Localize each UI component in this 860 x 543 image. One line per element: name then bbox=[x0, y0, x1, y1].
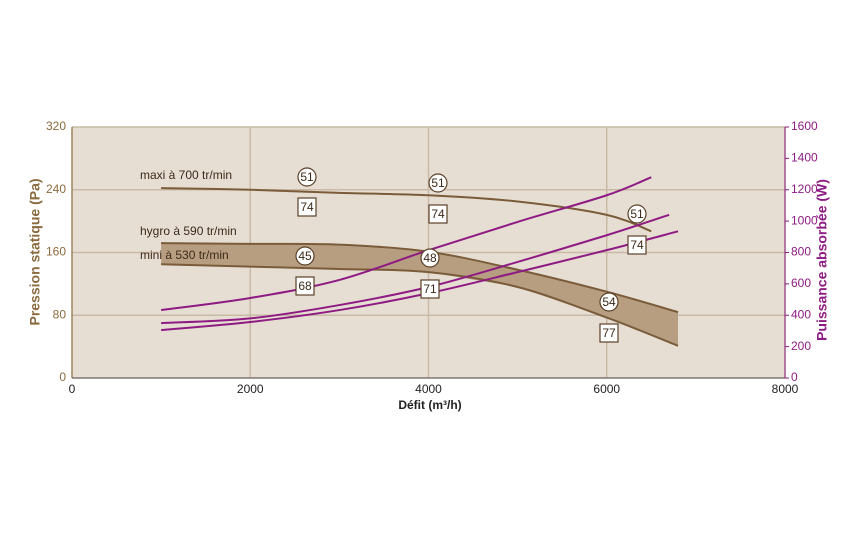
annotation-circle bbox=[297, 167, 317, 187]
y2-tick-label: 800 bbox=[791, 245, 811, 259]
annotation-circle bbox=[295, 246, 315, 266]
series-label: mini à 530 tr/min bbox=[140, 248, 229, 262]
annotation-text: 51 bbox=[300, 170, 314, 184]
annotation-text: 68 bbox=[298, 279, 312, 293]
series-label: maxi à 700 tr/min bbox=[140, 168, 232, 182]
annotation-text: 71 bbox=[423, 282, 437, 296]
y2-tick-label: 600 bbox=[791, 276, 811, 290]
y-tick-label: 0 bbox=[59, 370, 66, 384]
annotation-box bbox=[627, 235, 647, 255]
x-axis-title: Défit (m³/h) bbox=[398, 398, 461, 412]
annotation-box bbox=[599, 323, 619, 343]
y2-tick-label: 1000 bbox=[791, 213, 818, 227]
y2-tick-label: 1400 bbox=[791, 151, 818, 165]
y-tick-label: 80 bbox=[53, 307, 67, 321]
annotation-text: 51 bbox=[630, 207, 644, 221]
annotation-text: 51 bbox=[431, 176, 445, 190]
annotation-text: 77 bbox=[602, 326, 616, 340]
y2-tick-label: 1200 bbox=[791, 182, 818, 196]
annotation-box bbox=[295, 276, 315, 296]
annotation-box bbox=[420, 279, 440, 299]
x-tick-label: 6000 bbox=[593, 382, 620, 396]
y-tick-label: 240 bbox=[46, 182, 66, 196]
x-tick-label: 4000 bbox=[415, 382, 442, 396]
y-tick-label: 320 bbox=[46, 119, 66, 133]
y2-tick-label: 0 bbox=[791, 370, 798, 384]
y-tick-label: 160 bbox=[46, 245, 66, 259]
annotation-circle bbox=[627, 204, 647, 224]
curve bbox=[161, 187, 652, 233]
y2-tick-label: 200 bbox=[791, 339, 811, 353]
y-axis-title: Pression statique (Pa) bbox=[27, 178, 43, 325]
annotation-text: 74 bbox=[431, 207, 445, 221]
x-tick-label: 0 bbox=[69, 382, 76, 396]
y2-tick-label: 1600 bbox=[791, 119, 818, 133]
annotation-circle bbox=[428, 173, 448, 193]
x-tick-label: 2000 bbox=[237, 382, 264, 396]
annotation-circle bbox=[599, 292, 619, 312]
annotation-text: 74 bbox=[630, 238, 644, 252]
x-tick-label: 8000 bbox=[772, 382, 799, 396]
annotation-circle bbox=[420, 248, 440, 268]
y2-tick-label: 400 bbox=[791, 307, 811, 321]
annotation-text: 54 bbox=[602, 295, 616, 309]
annotation-box bbox=[297, 197, 317, 217]
curve bbox=[161, 263, 679, 347]
y2-axis-title: Puissance absorbée (W) bbox=[814, 179, 830, 341]
series-label: hygro à 590 tr/min bbox=[140, 224, 237, 238]
annotation-text: 48 bbox=[423, 251, 437, 265]
annotation-text: 45 bbox=[298, 249, 312, 263]
band bbox=[161, 243, 679, 346]
annotation-text: 74 bbox=[300, 200, 314, 214]
annotation-box bbox=[428, 204, 448, 224]
